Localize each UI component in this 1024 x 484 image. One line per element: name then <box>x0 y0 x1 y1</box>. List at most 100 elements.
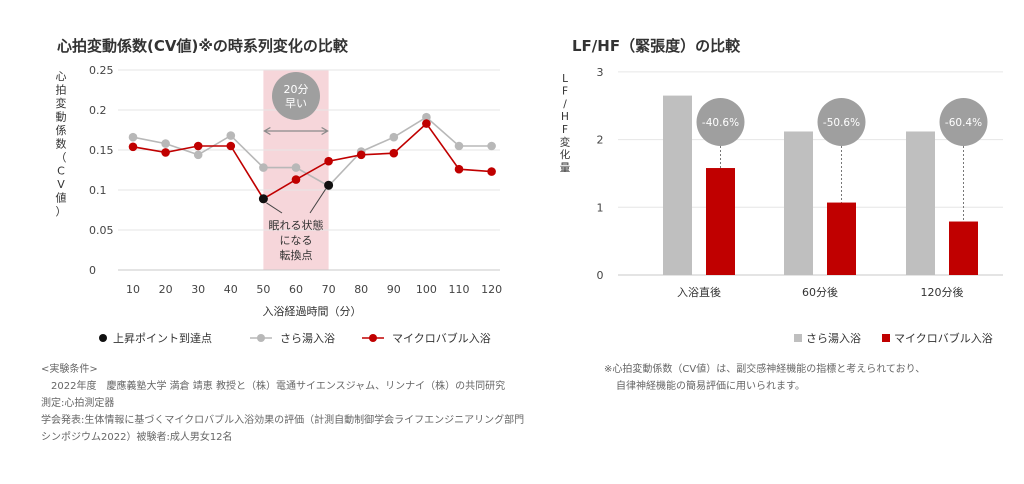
data-point-microbubble <box>454 164 464 174</box>
y-axis-label-char: 心 <box>56 70 67 83</box>
y-axis-label-char: 変 <box>560 136 571 149</box>
y-axis-label-char: 値 <box>56 192 67 205</box>
badge-text: 早い <box>285 97 307 110</box>
y-tick-label: 0.1 <box>89 184 107 197</box>
legend-swatch-microbubble <box>882 334 890 342</box>
data-point-sarayu <box>259 163 268 172</box>
series-line-microbubble <box>132 122 492 200</box>
cv-footnote: ※心拍変動係数（CV値）は、副交感神経機能の指標と考えられており、 自律神経機能… <box>604 361 925 395</box>
y-axis-label-char: / <box>563 98 567 110</box>
legend-label-sarayu: さら湯入浴 <box>806 332 861 345</box>
notes-line-study: 2022年度 慶應義塾大学 満倉 靖恵 教授と（株）電通サイエンスジャム、リンナ… <box>51 381 506 392</box>
rise-point-marker <box>324 180 334 190</box>
state-annotation: 眠れる状態 <box>269 218 324 232</box>
legend-marker-rise-point <box>99 334 107 342</box>
data-point-sarayu <box>454 141 464 151</box>
x-tick-label: 120 <box>481 283 502 296</box>
x-axis-label: 入浴経過時間（分） <box>263 305 362 318</box>
y-axis-label-char: （ <box>56 151 67 164</box>
y-tick-label: 0 <box>89 264 96 277</box>
legend-marker-sarayu <box>257 334 265 342</box>
y-tick-label: 0.25 <box>89 64 114 77</box>
data-point-sarayu <box>487 141 496 151</box>
x-tick-label: 60 <box>289 283 303 296</box>
data-point-sarayu <box>128 132 138 142</box>
rise-point-marker <box>258 194 268 204</box>
series-line-sarayu <box>132 116 492 188</box>
footnote-line-1: ※心拍変動係数（CV値）は、副交感神経機能の指標と考えられており、 <box>604 364 926 375</box>
bar-chart-title: LF/HF（緊張度）の比較 <box>572 37 741 55</box>
y-axis-label-char: ） <box>56 205 67 218</box>
y-axis-label-char: 数 <box>56 138 67 151</box>
data-point-sarayu <box>161 139 170 148</box>
data-point-sarayu <box>389 132 399 142</box>
x-tick-label: 50 <box>256 283 270 296</box>
bar-sarayu <box>906 131 935 275</box>
legend-label-rise-point: 上昇ポイント到達点 <box>113 332 212 345</box>
legend-swatch-sarayu <box>794 334 802 342</box>
change-badge <box>817 98 866 146</box>
y-axis-label-char: L <box>562 73 568 85</box>
legend-label-microbubble: マイクロバブル入浴 <box>894 331 993 345</box>
data-point-microbubble <box>128 142 138 152</box>
x-tick-label: 110 <box>449 283 470 296</box>
y-tick-label: 0.15 <box>89 144 114 157</box>
legend-label-sarayu: さら湯入浴 <box>280 332 335 345</box>
y-tick-label: 1 <box>597 201 604 214</box>
data-point-microbubble <box>487 167 496 176</box>
data-point-sarayu <box>422 112 431 122</box>
data-point-sarayu <box>226 131 236 140</box>
data-point-microbubble <box>422 119 431 128</box>
y-axis-label-char: F <box>562 86 568 98</box>
leader-line-end <box>309 188 327 214</box>
x-tick-label: 入浴直後 <box>677 285 721 299</box>
bar-microbubble <box>827 202 856 275</box>
notes-heading: <実験条件> <box>41 364 98 375</box>
bar-microbubble <box>949 221 978 275</box>
y-axis-label-char: 拍 <box>56 83 67 97</box>
notes-line-presentation: 学会発表:生体情報に基づくマイクロバブル入浴効果の評価（計測自動制御学会ライフエ… <box>41 415 525 426</box>
data-point-microbubble <box>193 141 203 151</box>
arrow-head-right <box>321 126 329 136</box>
y-axis-label-char: V <box>57 178 65 191</box>
y-axis-label-char: C <box>57 165 65 178</box>
data-point-microbubble <box>324 156 333 166</box>
y-axis-label-char: F <box>562 124 568 136</box>
x-tick-label: 100 <box>416 283 437 296</box>
x-tick-label: 30 <box>191 283 205 296</box>
x-tick-label: 10 <box>126 283 140 296</box>
bar-sarayu <box>663 95 692 275</box>
bar-sarayu <box>784 131 813 275</box>
y-tick-label: 0 <box>597 269 604 282</box>
badge-text: 20分 <box>284 83 309 96</box>
x-tick-label: 80 <box>354 283 368 296</box>
x-tick-label: 40 <box>224 283 238 296</box>
leader-line-start <box>266 202 283 214</box>
data-point-sarayu <box>291 163 301 172</box>
change-label: -40.6% <box>702 117 739 129</box>
y-axis-label-char: 動 <box>56 110 67 124</box>
data-point-microbubble <box>356 150 366 160</box>
bar-microbubble <box>706 168 735 275</box>
data-point-microbubble <box>291 175 301 184</box>
arrow-head-left <box>263 126 271 136</box>
y-tick-label: 0.2 <box>89 104 107 117</box>
x-tick-label: 70 <box>322 283 336 296</box>
y-tick-label: 0.05 <box>89 224 114 237</box>
state-annotation: 転換点 <box>280 249 313 262</box>
x-tick-label: 20 <box>159 283 173 296</box>
notes-line-subjects: シンポジウム2022）被験者:成人男女12名 <box>41 432 233 443</box>
change-label: -50.6% <box>823 117 860 129</box>
footnote-line-2: 自律神経機能の簡易評価に用いられます。 <box>616 381 805 392</box>
legend-marker-microbubble <box>369 334 377 342</box>
y-axis-label-char: 化 <box>560 148 571 161</box>
line-chart-title: 心拍変動係数(CV値)※の時系列変化の比較 <box>57 37 348 55</box>
y-axis-label-char: 係 <box>56 124 67 137</box>
y-tick-label: 2 <box>597 134 604 147</box>
y-tick-label: 3 <box>597 66 604 79</box>
y-axis-label-char: 変 <box>56 96 67 110</box>
experiment-notes: <実験条件> 2022年度 慶應義塾大学 満倉 靖恵 教授と（株）電通サイエンス… <box>41 361 524 446</box>
data-point-microbubble <box>389 148 399 158</box>
y-axis-label-char: H <box>561 111 569 123</box>
